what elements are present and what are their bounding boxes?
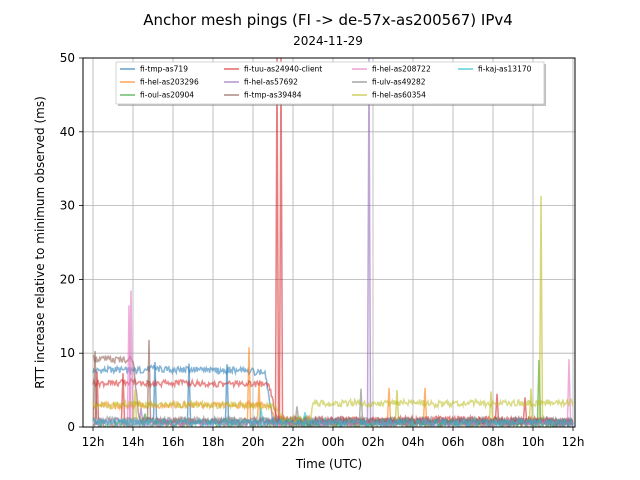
series-spike <box>422 387 428 420</box>
legend-label: fi-tmp-as719 <box>140 65 188 74</box>
x-tick-label: 08h <box>482 435 505 449</box>
series-spike <box>246 347 252 420</box>
y-tick-label: 30 <box>60 199 75 213</box>
series-spike <box>186 363 192 420</box>
series-spike <box>278 58 284 420</box>
x-tick-label: 14h <box>122 435 145 449</box>
x-tick-label: 12h <box>82 435 105 449</box>
series-spike <box>302 412 308 420</box>
series-spike <box>138 408 144 420</box>
legend-label: fi-hel-as57692 <box>244 78 298 87</box>
legend-label: fi-hel-as60354 <box>372 91 426 100</box>
legend-item: fi-tuu-as24940-client <box>224 65 322 74</box>
y-tick-label: 0 <box>67 420 75 434</box>
series-spike <box>566 359 572 420</box>
series-line <box>92 397 574 425</box>
x-tick-label: 02h <box>362 435 385 449</box>
x-tick-label: 22h <box>282 435 305 449</box>
legend-item: fi-tmp-as39484 <box>224 91 302 100</box>
legend-label: fi-tmp-as39484 <box>244 91 302 100</box>
y-tick-label: 10 <box>60 346 75 360</box>
series-spike <box>394 390 400 420</box>
legend-label: fi-hel-as203296 <box>140 78 199 87</box>
legend-item: fi-hel-as203296 <box>120 78 199 87</box>
series-spike <box>126 305 132 420</box>
series-spike <box>146 339 152 420</box>
legend-label: fi-hel-as208722 <box>372 65 431 74</box>
legend-label: fi-tuu-as24940-client <box>244 65 322 74</box>
plot-frame <box>82 57 576 428</box>
legend-item: fi-kaj-as13170 <box>458 65 532 74</box>
legend-item: fi-tmp-as719 <box>120 65 188 74</box>
x-tick-label: 18h <box>202 435 225 449</box>
series-spike <box>258 408 264 420</box>
series-spike <box>224 364 230 420</box>
series-spike <box>386 387 392 420</box>
y-axis: 0 10 20 30 40 50 <box>60 51 83 434</box>
series-spike <box>528 388 534 420</box>
series-spike <box>366 58 372 420</box>
x-tick-label: 16h <box>162 435 185 449</box>
series-spike <box>92 350 98 420</box>
legend-item: fi-hel-as60354 <box>352 91 426 100</box>
series-spike <box>358 388 364 420</box>
x-axis: 12h 14h 16h 18h 20h 22h 00h 02h 04h 06h 08h 10h 12h <box>82 427 585 449</box>
series-spike <box>488 391 494 420</box>
legend-item: fi-oul-as20904 <box>120 91 194 100</box>
legend-label: fi-ulv-as49282 <box>372 78 426 87</box>
x-tick-label: 20h <box>242 435 265 449</box>
y-axis-label: RTT increase relative to minimum observe… <box>33 96 47 389</box>
series-fi-hel-as60354 <box>92 196 574 425</box>
series-spike <box>494 393 500 420</box>
legend: fi-tmp-as719 fi-hel-as203296 fi-oul-as2090… <box>115 61 546 106</box>
chart-subtitle: 2024-11-29 <box>293 34 363 48</box>
x-tick-label: 06h <box>442 435 465 449</box>
plot-area <box>92 58 574 427</box>
series-spike <box>132 390 138 420</box>
series-spike <box>522 397 528 420</box>
series-spike <box>152 362 158 420</box>
x-tick-label: 10h <box>522 435 545 449</box>
grid <box>83 57 575 428</box>
legend-label: fi-oul-as20904 <box>140 91 194 100</box>
series-spike <box>274 58 280 420</box>
legend-item: fi-hel-as57692 <box>224 78 298 87</box>
legend-item: fi-hel-as208722 <box>352 65 431 74</box>
series-spike <box>294 406 300 420</box>
y-tick-label: 20 <box>60 272 75 286</box>
chart-title: Anchor mesh pings (FI -> de-57x-as200567… <box>143 11 513 29</box>
legend-label: fi-kaj-as13170 <box>478 65 532 74</box>
y-tick-label: 50 <box>60 51 75 65</box>
x-axis-label: Time (UTC) <box>295 457 362 471</box>
x-tick-label: 00h <box>322 435 345 449</box>
series-line <box>92 417 574 427</box>
series-fi-kaj-as13170 <box>92 408 574 427</box>
x-tick-label: 12h <box>562 435 585 449</box>
legend-item: fi-ulv-as49282 <box>352 78 426 87</box>
series-spike <box>538 196 544 420</box>
y-tick-label: 40 <box>60 125 75 139</box>
series-line <box>92 416 574 427</box>
x-tick-label: 04h <box>402 435 425 449</box>
